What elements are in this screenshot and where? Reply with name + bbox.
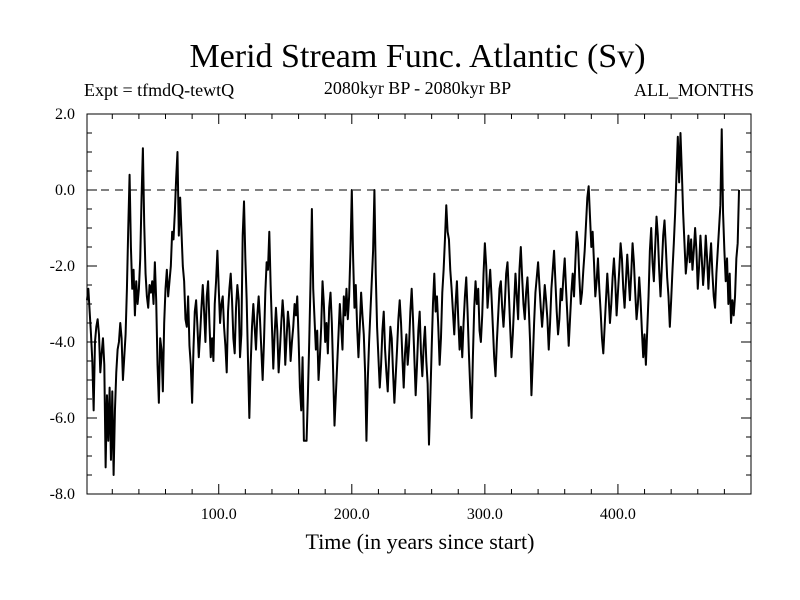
axis-ticks	[87, 113, 751, 495]
x-tick-label: 400.0	[600, 506, 636, 523]
y-tick-label: -6.0	[50, 410, 75, 427]
x-tick-label: 100.0	[201, 506, 237, 523]
y-tick-label: -4.0	[50, 334, 75, 351]
y-tick-label: -2.0	[50, 258, 75, 275]
y-tick-label: -8.0	[50, 486, 75, 503]
series-line	[86, 128, 741, 476]
x-tick-label: 300.0	[467, 506, 503, 523]
y-tick-label: 0.0	[55, 182, 75, 199]
y-tick-label: 2.0	[55, 106, 75, 123]
chart-subtitle: 2080kyr BP - 2080kyr BP	[323, 78, 512, 98]
months-label: ALL_MONTHS	[634, 80, 754, 100]
plot-frame	[86, 113, 752, 495]
x-axis-label: Time (in years since start)	[306, 529, 535, 554]
experiment-label: Expt = tfmdQ-tewtQ	[84, 80, 235, 100]
x-tick-label: 200.0	[334, 506, 370, 523]
chart-title: Merid Stream Func. Atlantic (Sv)	[189, 38, 646, 75]
axis-tick-labels: 100.0 200.0 300.0 400.0 2.0 0.0 -2.0 -4.0 -6.0 -8…	[50, 106, 636, 523]
